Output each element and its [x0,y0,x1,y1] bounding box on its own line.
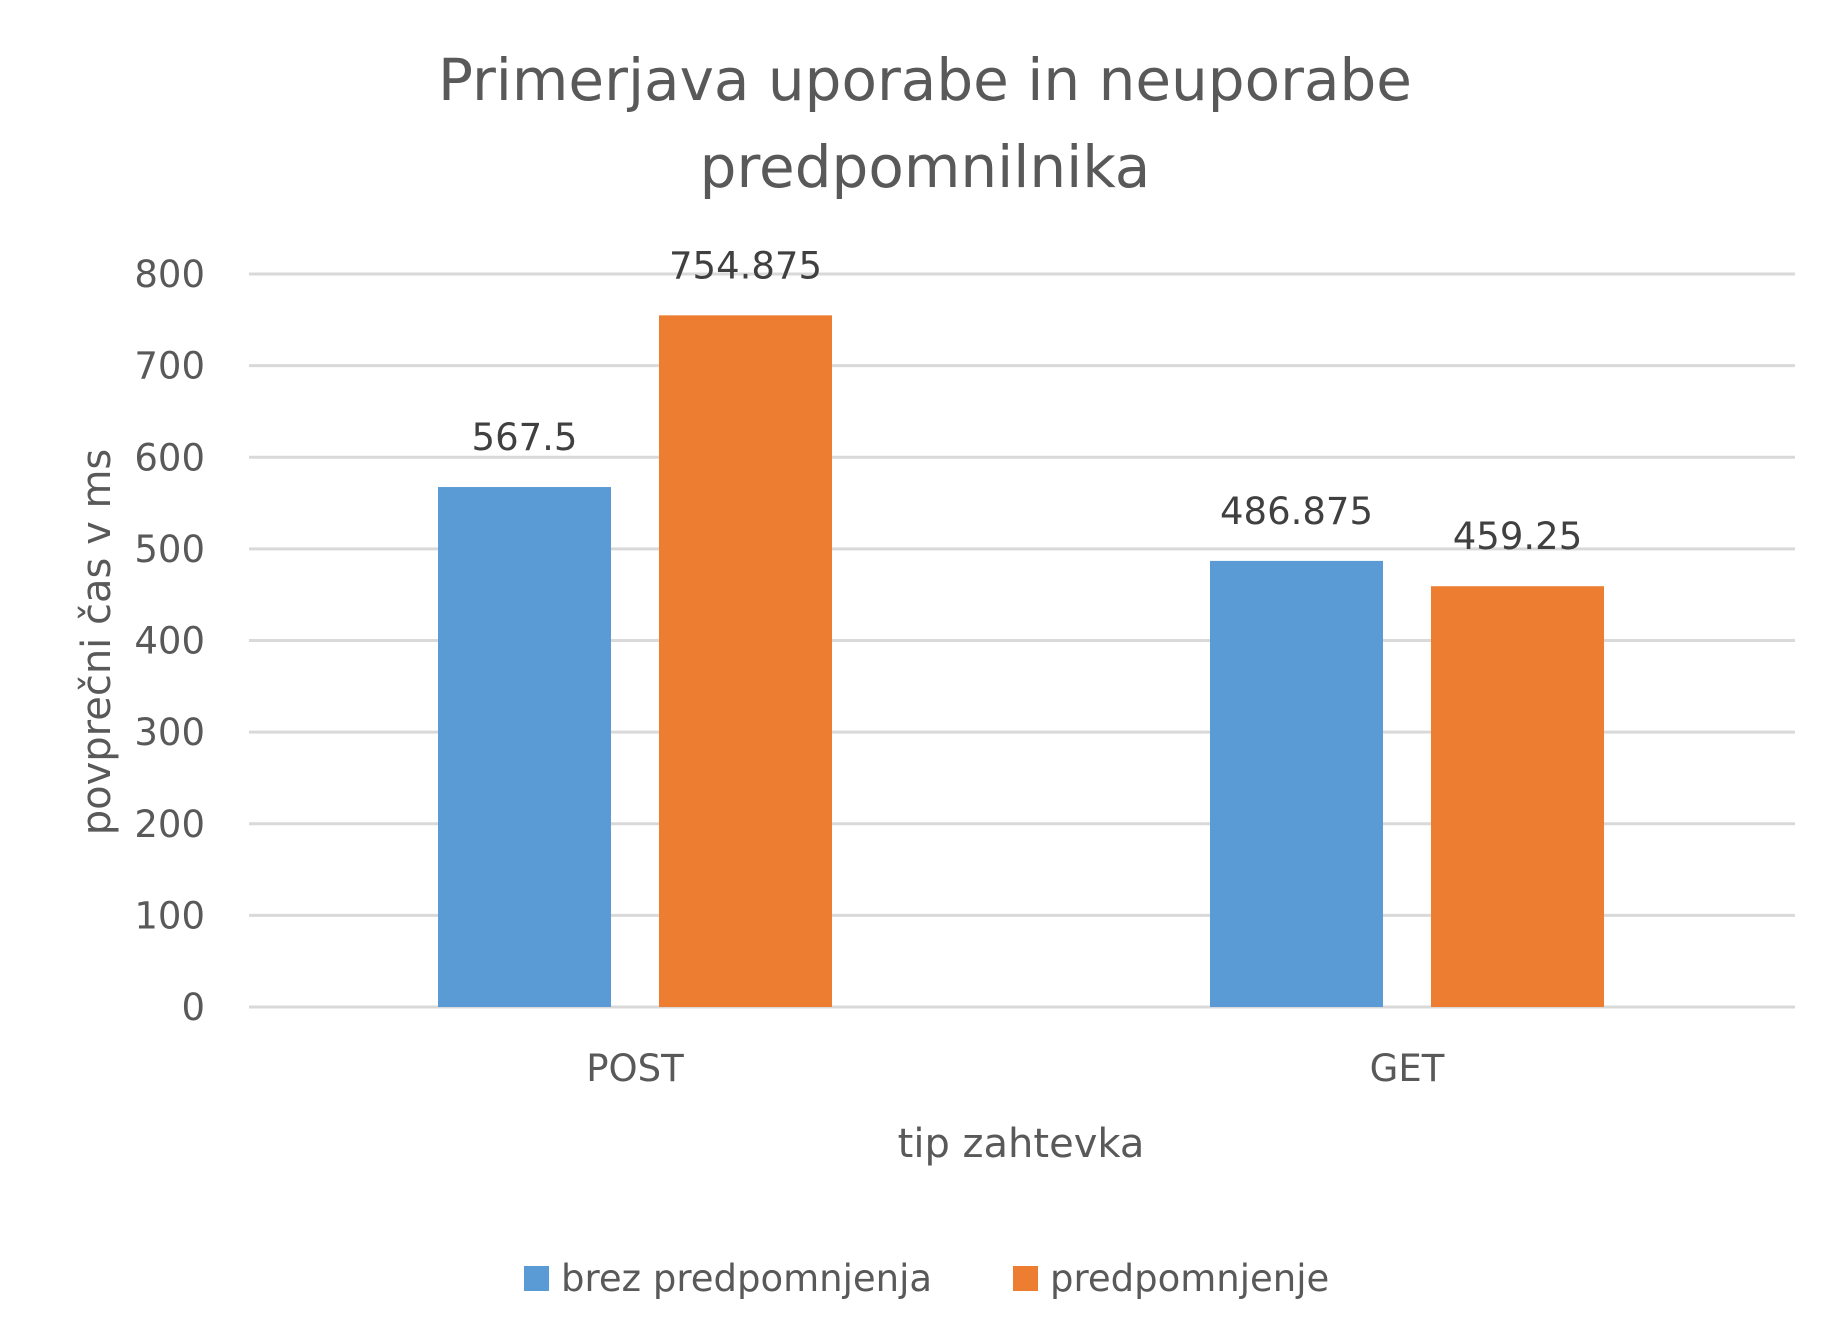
y-tick-label: 0 [181,986,205,1029]
data-label: 486.875 [1220,490,1373,533]
y-tick-label: 700 [134,345,205,388]
legend-label: brez predpomnjenja [561,1257,932,1300]
legend-swatch [524,1266,549,1291]
data-label: 567.5 [472,416,578,459]
y-axis-title: povprečni čas v ms [74,449,120,836]
y-tick-label: 400 [134,620,205,663]
data-label: 754.875 [669,244,822,287]
x-tick-label: POST [586,1047,684,1090]
y-tick-label: 600 [134,436,205,479]
data-label: 459.25 [1453,515,1582,558]
bars [438,315,1604,1007]
bar [659,315,832,1007]
y-tick-label: 800 [134,253,205,296]
chart-title-line-2: predpomnilnika [700,133,1151,201]
legend-swatch [1013,1266,1038,1291]
y-tick-label: 500 [134,528,205,571]
chart-title: Primerjava uporabe in neuporabe predpomn… [438,46,1412,201]
x-axis-title: tip zahtevka [898,1121,1145,1167]
chart-title-line-1: Primerjava uporabe in neuporabe [438,46,1412,114]
bar [1431,586,1604,1007]
legend: brez predpomnjenja predpomnjenje [524,1257,1329,1300]
y-axis-ticks: 0 100 200 300 400 500 600 700 800 [134,253,205,1029]
y-tick-label: 300 [134,711,205,754]
y-tick-label: 100 [134,894,205,937]
x-tick-label: GET [1370,1047,1445,1090]
x-axis-ticks: POST GET [586,1047,1444,1090]
y-tick-label: 200 [134,803,205,846]
legend-label: predpomnjenje [1050,1257,1329,1300]
bar [1210,560,1383,1007]
bar [438,487,611,1007]
data-labels: 567.5 754.875 486.875 459.25 [472,244,1583,558]
